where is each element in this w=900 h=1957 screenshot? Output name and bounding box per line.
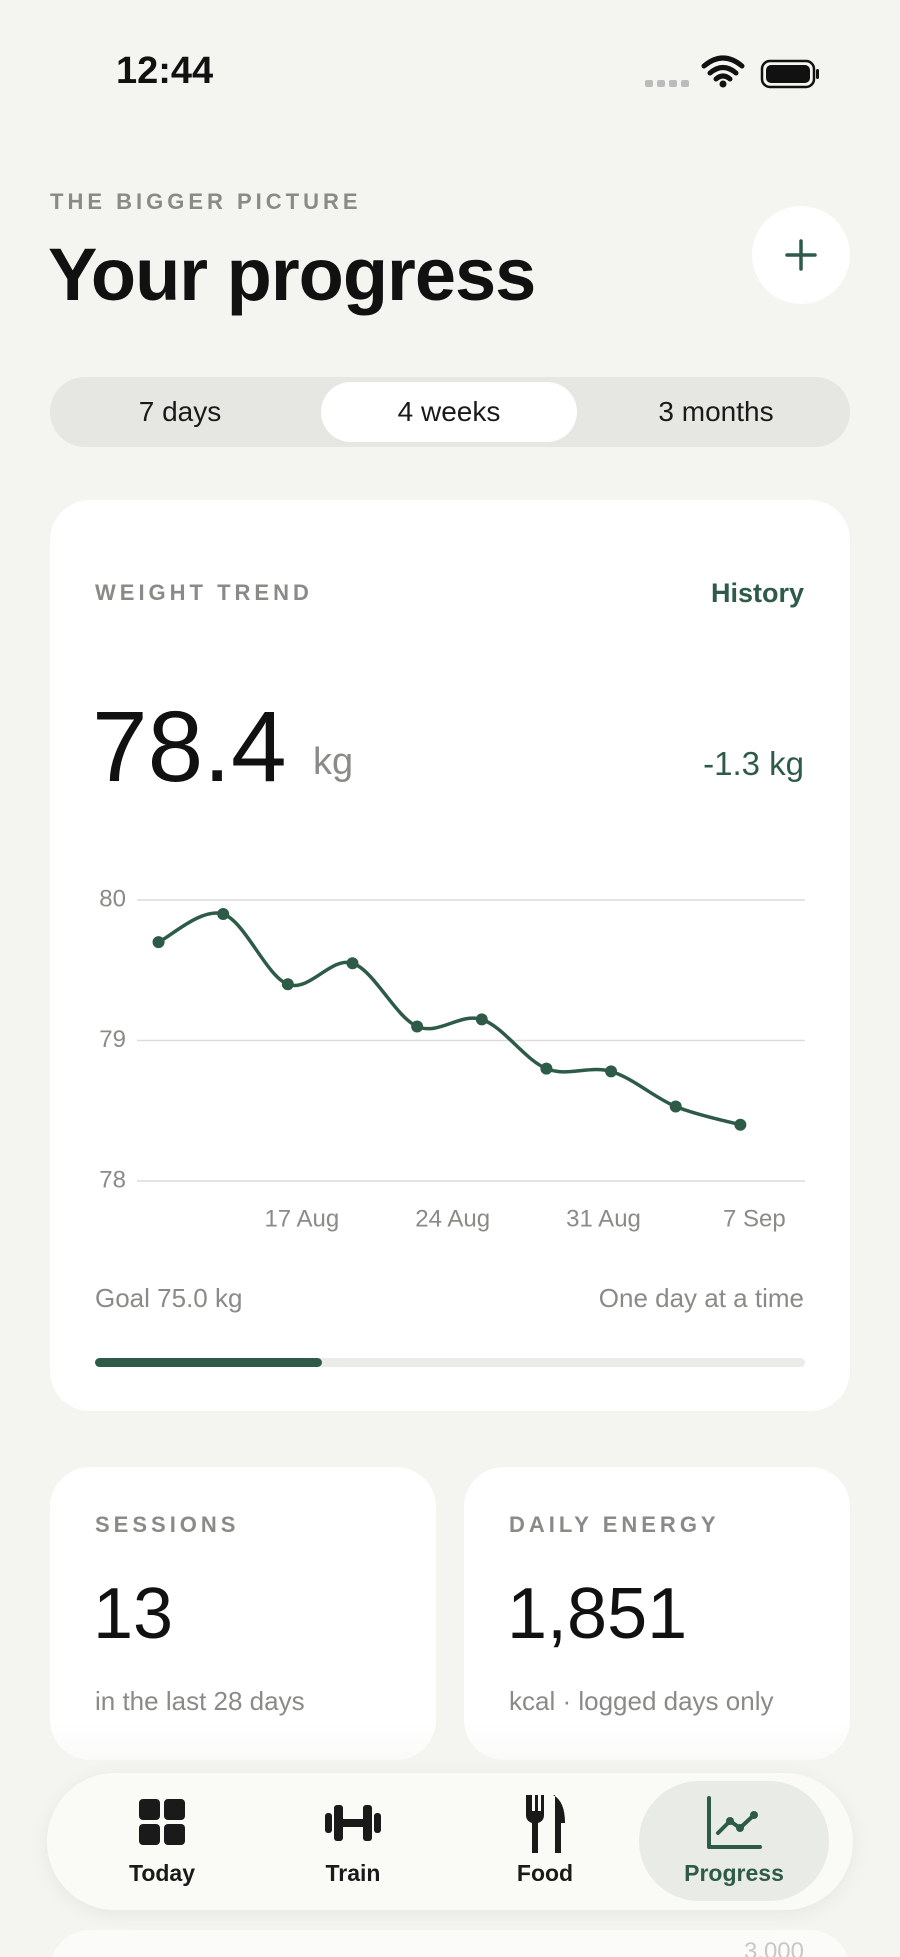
x-tick-label: 7 Sep (723, 1205, 786, 1232)
data-point (669, 1100, 682, 1113)
segment[interactable]: 7 days (138, 396, 222, 427)
weight-card (50, 500, 850, 1411)
tab-icon (139, 1799, 185, 1845)
x-tick-label: 17 Aug (264, 1205, 339, 1232)
data-point (346, 957, 359, 970)
tab[interactable]: Progress (639, 1781, 829, 1901)
stat-value: 1,851 (507, 1574, 688, 1654)
data-point (540, 1062, 553, 1075)
tab-label: Today (128, 1860, 196, 1886)
tab-label: Progress (684, 1860, 784, 1886)
tab-label: Food (516, 1860, 574, 1886)
x-tick-label: 24 Aug (415, 1205, 490, 1232)
tab-icon (707, 1796, 762, 1849)
peek-label: 3,000 (743, 1938, 804, 1957)
stat-label: SESSIONS (95, 1512, 240, 1537)
x-tick-label: 31 Aug (566, 1205, 641, 1232)
weight-change: -1.3 kg (703, 745, 804, 782)
motto: One day at a time (598, 1283, 804, 1313)
segment[interactable]: 4 weeks (321, 382, 577, 442)
tab-label: Train (325, 1860, 381, 1886)
segment[interactable]: 3 months (658, 396, 774, 427)
stat-label: DAILY ENERGY (509, 1512, 720, 1537)
data-point (475, 1013, 488, 1026)
stat-card (50, 1467, 436, 1760)
card-label: WEIGHT TREND (95, 580, 313, 605)
data-point (734, 1118, 747, 1131)
weight-unit: kg (313, 741, 354, 783)
add-button[interactable] (752, 206, 850, 304)
data-point (217, 908, 230, 921)
y-tick-label: 80 (99, 885, 126, 912)
trend-line (156, 911, 743, 1127)
tab-icon (325, 1805, 381, 1841)
data-point (605, 1065, 618, 1078)
current-weight: 78.4 (92, 691, 287, 803)
data-point (281, 978, 294, 991)
tab[interactable]: Today (67, 1781, 257, 1901)
y-tick-label: 78 (99, 1166, 126, 1193)
stat-card (464, 1467, 850, 1760)
peek-card (50, 1930, 850, 1957)
tab[interactable]: Train (258, 1781, 448, 1901)
history-link[interactable]: History (710, 578, 804, 608)
stat-note: in the last 28 days (95, 1686, 305, 1716)
page-title: Your progress (48, 233, 536, 316)
status-icons (645, 55, 819, 89)
stat-note: kcal · logged days only (509, 1686, 774, 1716)
stat-value: 13 (93, 1574, 174, 1654)
goal-track (95, 1358, 805, 1367)
tab-bar: Today Train Food Progress (47, 1773, 853, 1910)
goal-progress (95, 1358, 323, 1367)
eyebrow: THE BIGGER PICTURE (50, 189, 362, 214)
data-point (152, 936, 165, 949)
goal: Goal 75.0 kg (95, 1283, 243, 1313)
tab-icon (526, 1795, 565, 1853)
y-tick-label: 79 (99, 1026, 126, 1053)
status-time: 12:44 (116, 50, 214, 92)
data-point (411, 1020, 424, 1033)
tab[interactable]: Food (450, 1781, 640, 1901)
